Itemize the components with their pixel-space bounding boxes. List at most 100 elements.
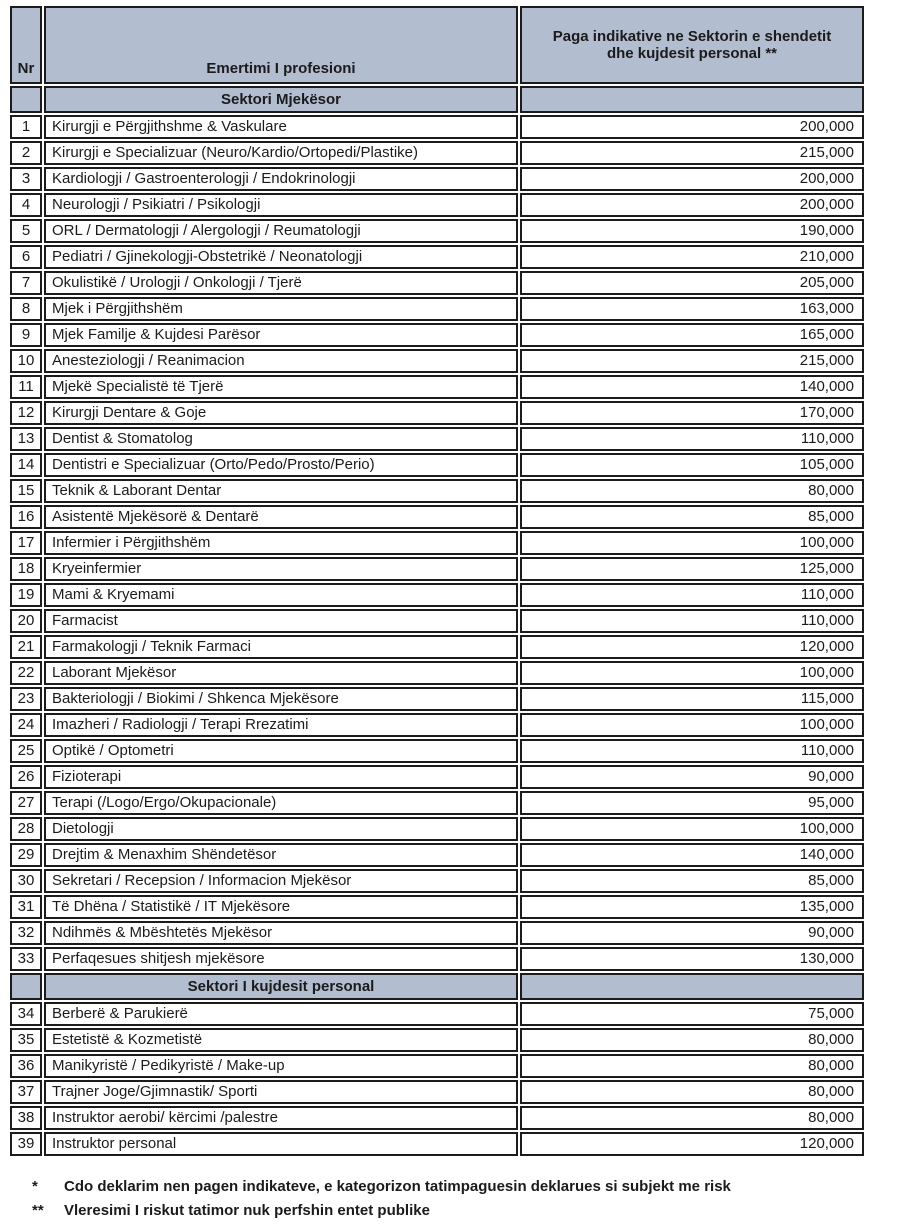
table-row: 38 Instruktor aerobi/ kërcimi /palestre 80… — [10, 1106, 864, 1130]
table-row: 18 Kryeinfermier 125,000 — [10, 557, 864, 581]
table-row: 21 Farmakologji / Teknik Farmaci 120,000 — [10, 635, 864, 659]
header-row: Nr Emertimi I profesioni Paga indikative… — [10, 6, 864, 84]
footnote-marker: * — [32, 1178, 38, 1195]
section-empty-cell — [10, 86, 42, 113]
profession-cell: Sekretari / Recepsion / Informacion Mjek… — [44, 869, 518, 893]
table-row: 20 Farmacist 110,000 — [10, 609, 864, 633]
salary-cell: 85,000 — [520, 505, 864, 529]
salary-cell: 100,000 — [520, 817, 864, 841]
row-number-cell: 39 — [10, 1132, 42, 1156]
row-number-cell: 5 — [10, 219, 42, 243]
profession-cell: Kardiologji / Gastroenterologji / Endokr… — [44, 167, 518, 191]
footnote: ** Vleresimi I riskut tatimor nuk perfsh… — [32, 1202, 900, 1219]
table-row: 27 Terapi (/Logo/Ergo/Okupacionale) 95,000 — [10, 791, 864, 815]
footnote-text: Cdo deklarim nen pagen indikateve, e kat… — [64, 1178, 731, 1195]
section-empty-cell — [520, 973, 864, 1000]
salary-cell: 110,000 — [520, 583, 864, 607]
salary-cell: 215,000 — [520, 141, 864, 165]
row-number-cell: 28 — [10, 817, 42, 841]
table-row: 31 Të Dhëna / Statistikë / IT Mjekësore 13… — [10, 895, 864, 919]
salary-cell: 90,000 — [520, 765, 864, 789]
table-body: Sektori Mjekësor 1 Kirurgji e Përgjithshme… — [10, 86, 864, 1156]
section-title: Sektori I kujdesit personal — [44, 973, 518, 1000]
row-number-cell: 3 — [10, 167, 42, 191]
salary-cell: 210,000 — [520, 245, 864, 269]
table-row: 35 Estetistë & Kozmetistë 80,000 — [10, 1028, 864, 1052]
row-number-cell: 29 — [10, 843, 42, 867]
salary-cell: 75,000 — [520, 1002, 864, 1026]
profession-cell: Mjekë Specialistë të Tjerë — [44, 375, 518, 399]
table-row: 36 Manikyristë / Pedikyristë / Make-up 80,… — [10, 1054, 864, 1078]
profession-cell: Perfaqesues shitjesh mjekësore — [44, 947, 518, 971]
salary-cell: 165,000 — [520, 323, 864, 347]
table-row: 22 Laborant Mjekësor 100,000 — [10, 661, 864, 685]
profession-cell: Kirurgji e Përgjithshme & Vaskulare — [44, 115, 518, 139]
table-row: 12 Kirurgji Dentare & Goje 170,000 — [10, 401, 864, 425]
table-row: 34 Berberë & Parukierë 75,000 — [10, 1002, 864, 1026]
salary-cell: 110,000 — [520, 427, 864, 451]
profession-cell: Farmacist — [44, 609, 518, 633]
table-row: 4 Neurologji / Psikiatri / Psikologji 200,… — [10, 193, 864, 217]
salary-cell: 120,000 — [520, 1132, 864, 1156]
profession-cell: Teknik & Laborant Dentar — [44, 479, 518, 503]
section-title: Sektori Mjekësor — [44, 86, 518, 113]
salary-cell: 95,000 — [520, 791, 864, 815]
salary-cell: 80,000 — [520, 1054, 864, 1078]
table-row: 2 Kirurgji e Specializuar (Neuro/Kardio/O… — [10, 141, 864, 165]
row-number-cell: 25 — [10, 739, 42, 763]
row-number-cell: 23 — [10, 687, 42, 711]
column-header-nr: Nr — [10, 6, 42, 84]
row-number-cell: 7 — [10, 271, 42, 295]
profession-cell: Kirurgji Dentare & Goje — [44, 401, 518, 425]
row-number-cell: 8 — [10, 297, 42, 321]
table-row: 8 Mjek i Përgjithshëm 163,000 — [10, 297, 864, 321]
profession-cell: Anesteziologji / Reanimacion — [44, 349, 518, 373]
table-row: 33 Perfaqesues shitjesh mjekësore 130,000 — [10, 947, 864, 971]
section-header-row: Sektori I kujdesit personal — [10, 973, 864, 1000]
profession-cell: Imazheri / Radiologji / Terapi Rrezatimi — [44, 713, 518, 737]
profession-cell: Dentist & Stomatolog — [44, 427, 518, 451]
table-row: 24 Imazheri / Radiologji / Terapi Rrezati… — [10, 713, 864, 737]
row-number-cell: 12 — [10, 401, 42, 425]
profession-cell: Dietologji — [44, 817, 518, 841]
salary-cell: 215,000 — [520, 349, 864, 373]
profession-cell: Dentistri e Specializuar (Orto/Pedo/Pros… — [44, 453, 518, 477]
profession-cell: Drejtim & Menaxhim Shëndetësor — [44, 843, 518, 867]
row-number-cell: 21 — [10, 635, 42, 659]
row-number-cell: 1 — [10, 115, 42, 139]
profession-cell: Fizioterapi — [44, 765, 518, 789]
row-number-cell: 26 — [10, 765, 42, 789]
section-empty-cell — [520, 86, 864, 113]
row-number-cell: 19 — [10, 583, 42, 607]
row-number-cell: 33 — [10, 947, 42, 971]
row-number-cell: 35 — [10, 1028, 42, 1052]
table-row: 32 Ndihmës & Mbështetës Mjekësor 90,000 — [10, 921, 864, 945]
footnotes: * Cdo deklarim nen pagen indikateve, e k… — [32, 1178, 900, 1219]
row-number-cell: 24 — [10, 713, 42, 737]
footnote: * Cdo deklarim nen pagen indikateve, e k… — [32, 1178, 900, 1195]
table-row: 19 Mami & Kryemami 110,000 — [10, 583, 864, 607]
footnote-marker: ** — [32, 1202, 44, 1219]
row-number-cell: 2 — [10, 141, 42, 165]
profession-cell: Asistentë Mjekësorë & Dentarë — [44, 505, 518, 529]
row-number-cell: 20 — [10, 609, 42, 633]
profession-cell: Pediatri / Gjinekologji-Obstetrikë / Neo… — [44, 245, 518, 269]
salary-cell: 115,000 — [520, 687, 864, 711]
row-number-cell: 38 — [10, 1106, 42, 1130]
row-number-cell: 18 — [10, 557, 42, 581]
profession-cell: Okulistikë / Urologji / Onkologji / Tjer… — [44, 271, 518, 295]
row-number-cell: 34 — [10, 1002, 42, 1026]
row-number-cell: 15 — [10, 479, 42, 503]
profession-cell: Estetistë & Kozmetistë — [44, 1028, 518, 1052]
salary-cell: 80,000 — [520, 1080, 864, 1104]
column-header-profession: Emertimi I profesioni — [44, 6, 518, 84]
profession-cell: Terapi (/Logo/Ergo/Okupacionale) — [44, 791, 518, 815]
profession-cell: Të Dhëna / Statistikë / IT Mjekësore — [44, 895, 518, 919]
table-row: 39 Instruktor personal 120,000 — [10, 1132, 864, 1156]
table-row: 5 ORL / Dermatologji / Alergologji / Reum… — [10, 219, 864, 243]
footnote-text: Vleresimi I riskut tatimor nuk perfshin … — [64, 1202, 430, 1219]
table-row: 3 Kardiologji / Gastroenterologji / Endok… — [10, 167, 864, 191]
row-number-cell: 13 — [10, 427, 42, 451]
profession-cell: Neurologji / Psikiatri / Psikologji — [44, 193, 518, 217]
